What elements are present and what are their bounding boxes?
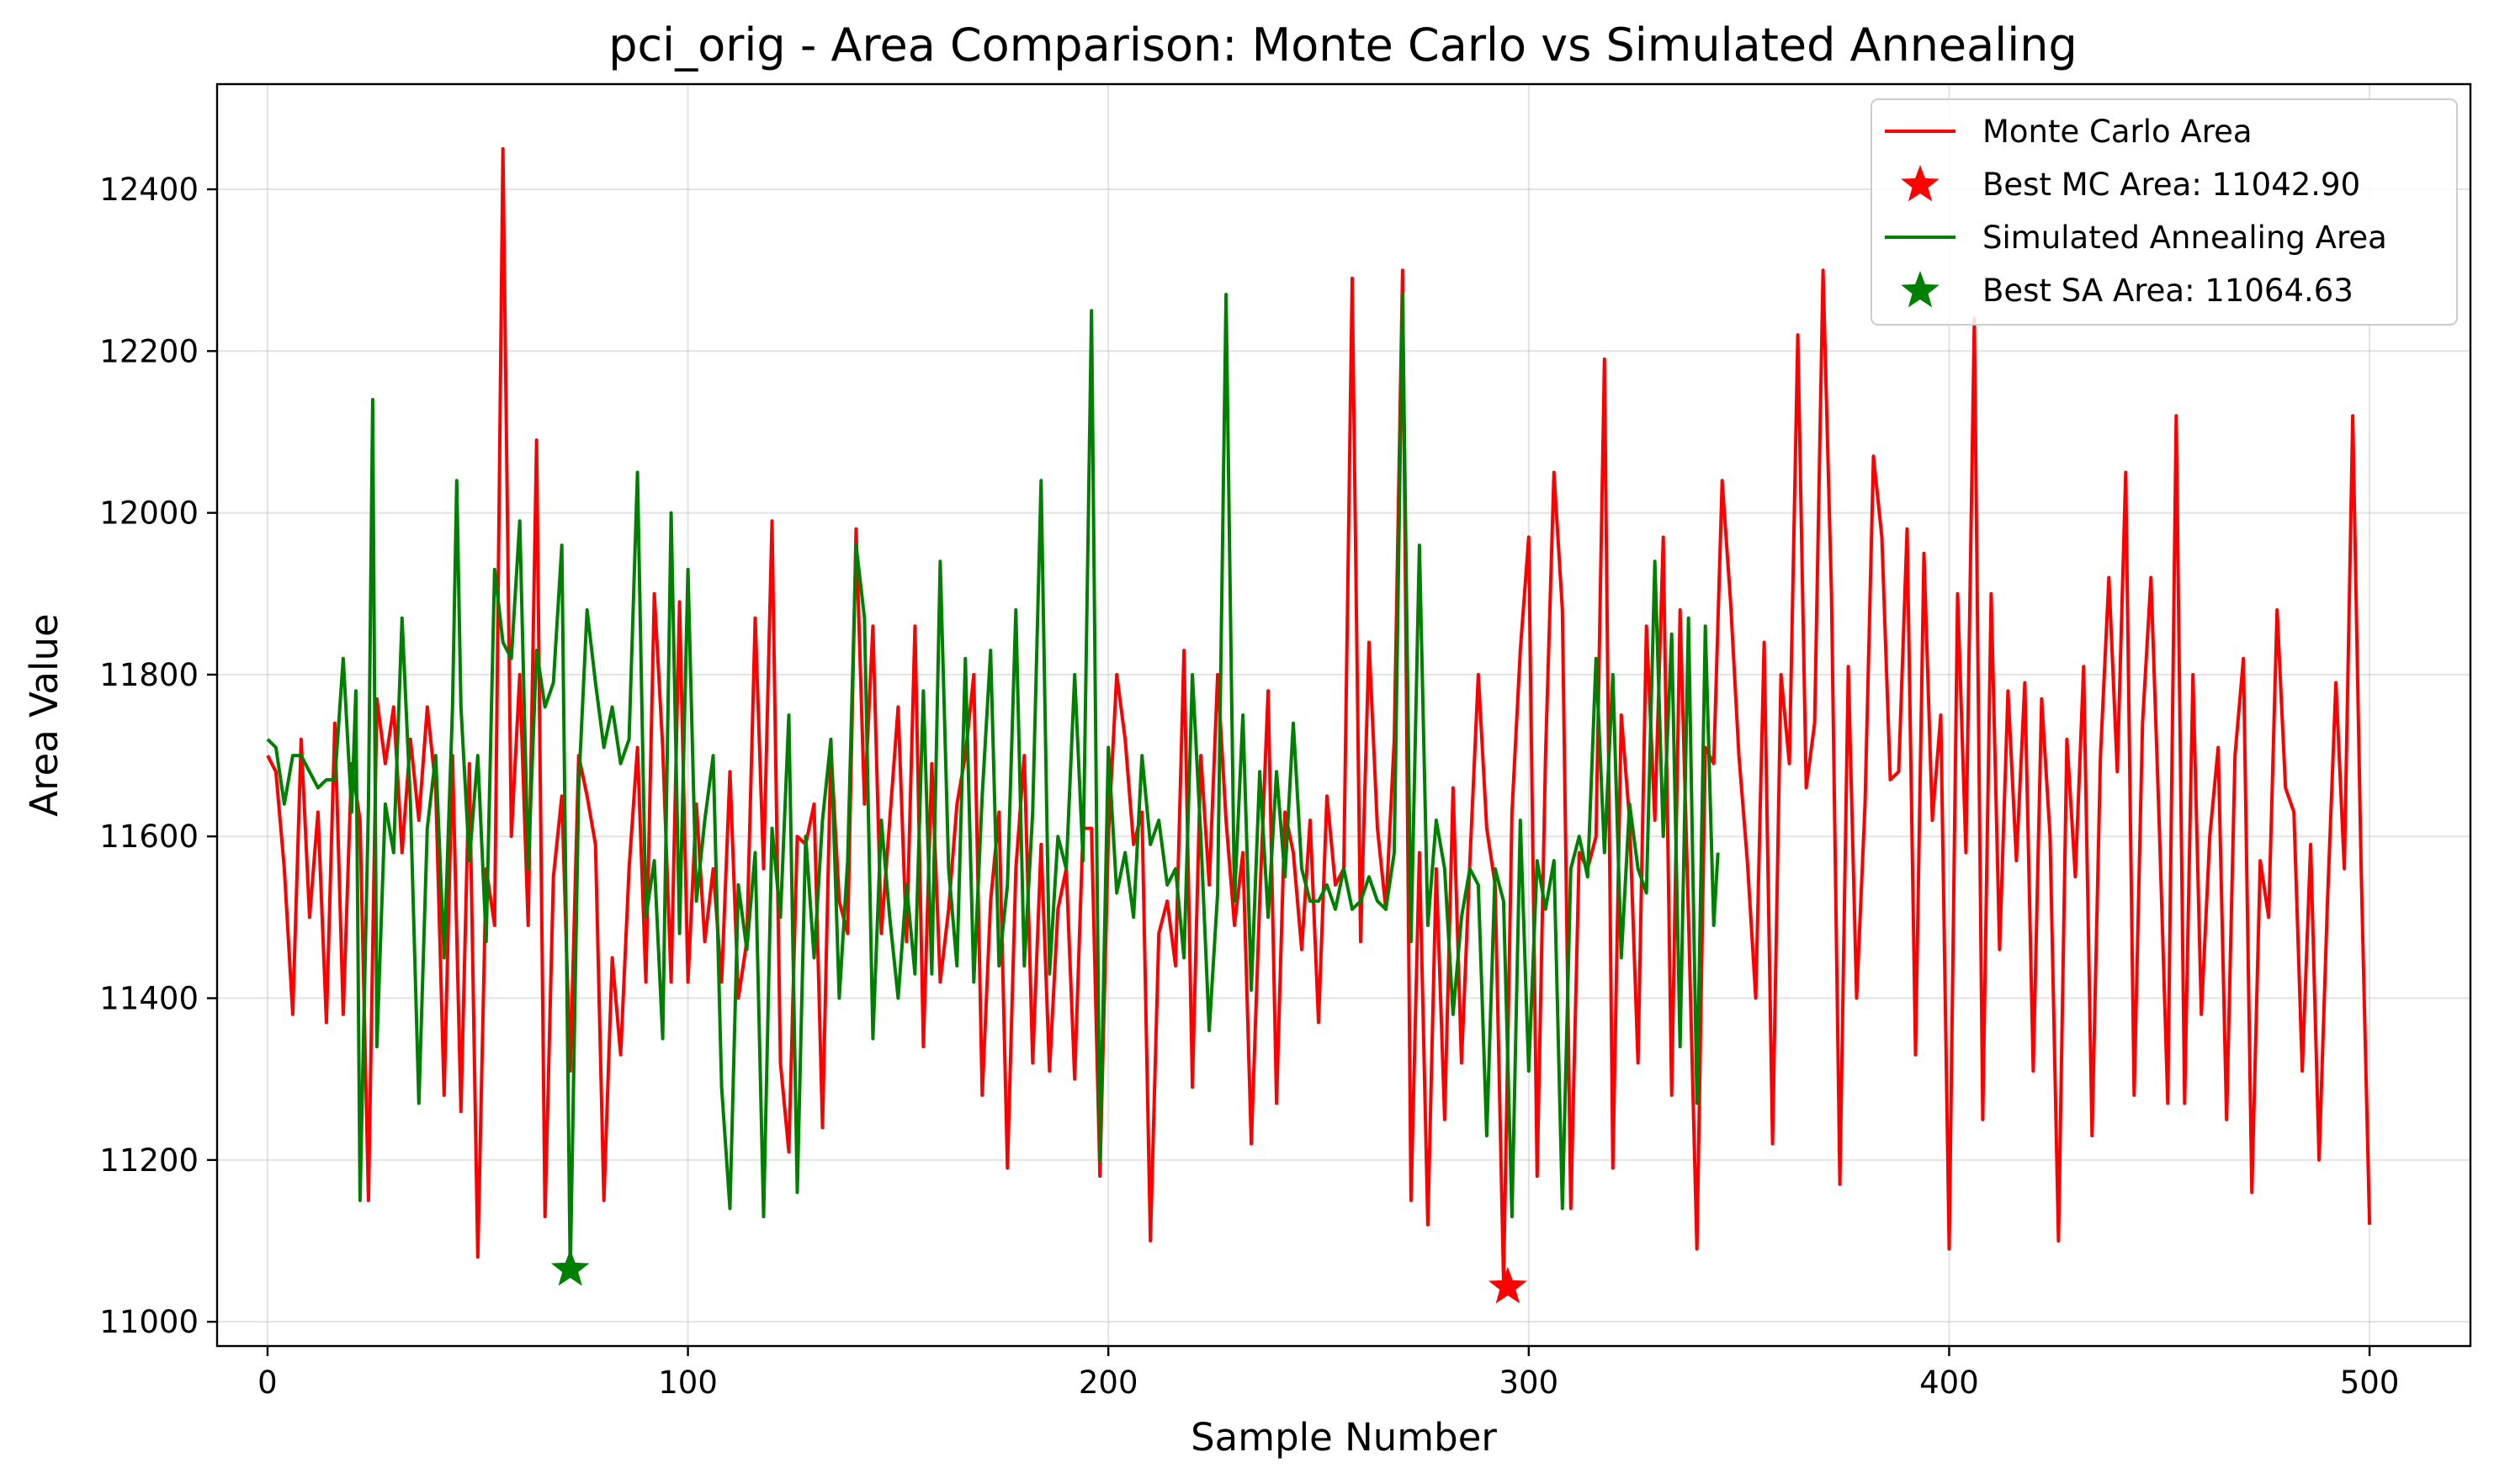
legend-best-sa: Best SA Area: 11064.63 — [1982, 273, 2353, 309]
simulated-annealing-line — [266, 293, 1720, 1275]
legend: Monte Carlo Area Best MC Area: 11042.90 … — [1870, 98, 2458, 326]
legend-box — [1870, 98, 2458, 326]
x-tick-label: 300 — [1499, 1365, 1559, 1401]
legend-best-sa-star — [1901, 271, 1939, 308]
y-tick-label: 11200 — [99, 1142, 199, 1179]
x-tick-label: 0 — [257, 1365, 278, 1401]
x-tick-label: 500 — [2340, 1365, 2400, 1401]
x-axis-label: Sample Number — [1191, 1415, 1497, 1460]
legend-sa-area: Simulated Annealing Area — [1982, 220, 2387, 256]
y-tick-label: 12000 — [99, 496, 199, 532]
y-tick-label: 11400 — [99, 981, 199, 1017]
series-layer — [266, 146, 2372, 1304]
best-sa-star-marker — [550, 1249, 590, 1286]
x-tick-label: 400 — [1919, 1365, 1979, 1401]
y-tick-label: 12200 — [99, 333, 199, 369]
chart-title: pci_orig - Area Comparison: Monte Carlo … — [608, 19, 2077, 72]
best-mc-star-marker — [1488, 1266, 1527, 1304]
legend-best-mc: Best MC Area: 11042.90 — [1982, 167, 2360, 203]
y-tick-label: 11000 — [99, 1304, 199, 1340]
y-tick-label: 12400 — [99, 172, 199, 208]
axis-ticks: 0 100 200 300 400 500 11000 11200 11400 11600 1180… — [99, 172, 2399, 1401]
x-tick-label: 200 — [1079, 1365, 1138, 1401]
plot-area-frame — [215, 82, 2472, 1348]
y-axis-label: Area Value — [22, 613, 66, 816]
y-tick-label: 11600 — [99, 819, 199, 855]
legend-best-mc-star — [1901, 165, 1939, 202]
x-tick-label: 100 — [658, 1365, 718, 1401]
legend-mc-area: Monte Carlo Area — [1982, 114, 2253, 150]
monte-carlo-line — [266, 146, 2372, 1284]
y-tick-label: 11800 — [99, 657, 199, 693]
